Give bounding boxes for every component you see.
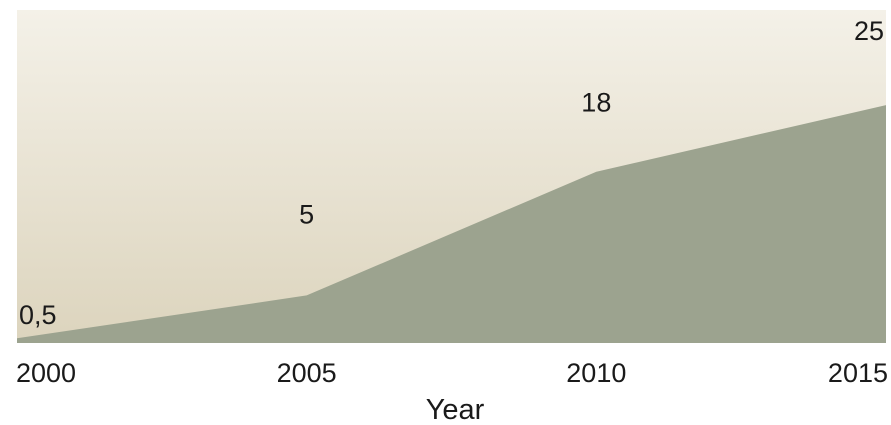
x-tick-label: 2010 [566, 358, 626, 388]
data-label: 18 [581, 88, 611, 118]
area-series [17, 105, 886, 344]
x-tick-label: 2000 [16, 358, 76, 388]
data-label: 25 [854, 16, 884, 46]
x-axis-title: Year [426, 394, 485, 425]
data-label: 5 [299, 199, 314, 229]
x-tick-label: 2015 [828, 358, 888, 388]
data-label: 0,5 [19, 300, 57, 330]
x-tick-label: 2005 [277, 358, 337, 388]
